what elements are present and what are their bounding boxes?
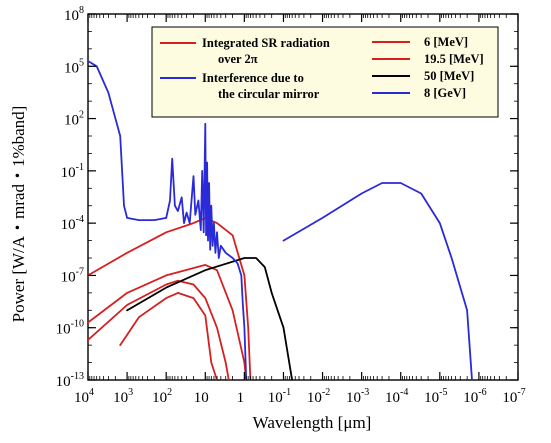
y-tick-label: 108: [64, 5, 84, 24]
legend-label: the circular mirror: [218, 87, 320, 101]
series-line-5: [126, 257, 294, 380]
legend-box: [151, 26, 499, 118]
series-line-6: [88, 60, 168, 222]
x-tick-label: 10-6: [463, 387, 486, 406]
legend-label: over 2π: [218, 52, 258, 66]
x-tick-label: 1: [237, 390, 245, 406]
x-tick-label: 102: [152, 387, 172, 406]
legend-label: Interference due to: [202, 71, 304, 85]
x-tick-label: 10-1: [268, 387, 291, 406]
series-line-1: [119, 291, 218, 380]
y-tick-label: 10-7: [61, 266, 84, 285]
legend-label: Integrated SR radiation: [202, 36, 330, 50]
x-tick-label: 104: [74, 387, 94, 406]
x-tick-label: 103: [113, 387, 133, 406]
legend-label: 8 [GeV]: [424, 86, 466, 100]
x-tick-label: 10-7: [502, 387, 525, 406]
y-tick-label: 102: [64, 110, 84, 129]
x-tick-label: 10: [194, 390, 209, 406]
x-tick-label: 10-2: [307, 387, 330, 406]
legend-label: 50 [MeV]: [424, 69, 474, 83]
y-tick-label: 10-13: [56, 371, 84, 390]
x-axis-title: Wavelength [μm]: [253, 413, 372, 432]
x-tick-label: 10-5: [424, 387, 447, 406]
y-axis-title: Power [W/A・mrad・1%band]: [9, 106, 28, 323]
series-line-8: [282, 182, 473, 380]
y-tick-label: 105: [64, 57, 84, 76]
axis-ticks: 104 103 102 10 1 10-1 10-2 10-3 10-4 10-5 10-6 10-7…: [56, 5, 526, 406]
x-tick-label: 10-3: [346, 387, 369, 406]
series-line-7: [165, 122, 248, 380]
legend-label: 19.5 [MeV]: [424, 52, 484, 66]
y-tick-label: 10-1: [61, 162, 84, 181]
y-tick-label: 10-4: [61, 214, 84, 233]
series-layer: [88, 60, 473, 380]
series-line-2: [88, 279, 230, 380]
legend: Integrated SR radiation over 2π Interferen…: [151, 26, 499, 118]
legend-label: 6 [MeV]: [424, 35, 468, 49]
x-tick-label: 10-4: [385, 387, 408, 406]
y-tick-label: 10-10: [56, 319, 84, 338]
